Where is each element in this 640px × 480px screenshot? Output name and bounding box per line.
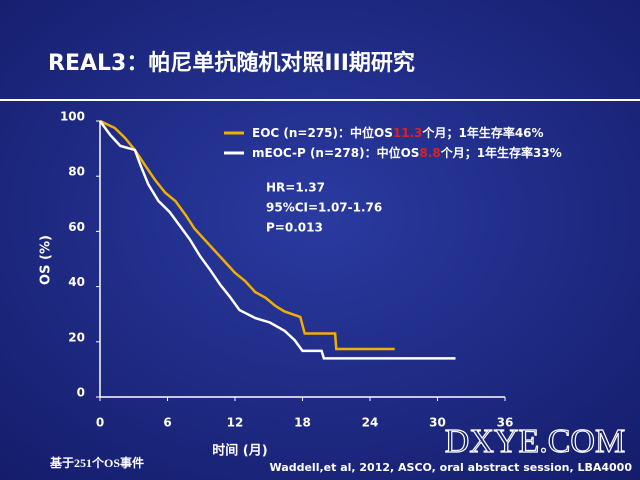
legend-name: mEOC-P (n=278) xyxy=(252,146,365,160)
legend-median: 11.3 xyxy=(393,126,423,140)
y-tick-label: 40 xyxy=(68,275,85,289)
y-tick-label: 80 xyxy=(68,165,85,179)
y-tick-label: 60 xyxy=(68,220,85,234)
x-tick-label: 18 xyxy=(294,416,311,430)
legend-entry: mEOC-P (n=278)：中位OS8.8个月；1年生存率33% xyxy=(252,145,562,160)
legend-legend-suffix: 个月；1年生存率33% xyxy=(440,145,562,160)
x-tick-label: 6 xyxy=(163,416,171,430)
x-tick-label: 36 xyxy=(497,416,514,430)
y-tick-label: 20 xyxy=(68,330,85,344)
legend-median: 8.8 xyxy=(419,146,440,160)
annotation: 95%CI=1.07-1.76 xyxy=(266,201,382,215)
survival-curve xyxy=(99,119,395,351)
x-tick-label: 0 xyxy=(96,416,104,430)
legend-legend-prefix: ：中位OS xyxy=(338,125,393,140)
legend-name: EOC (n=275) xyxy=(252,126,338,140)
x-axis-label: 时间 (月) xyxy=(212,443,267,459)
legend-legend-suffix: 个月；1年生存率46% xyxy=(421,125,543,140)
y-axis-label: OS (%) xyxy=(39,235,54,285)
x-tick-label: 12 xyxy=(227,416,244,430)
y-tick-label: 100 xyxy=(60,110,85,124)
x-tick-label: 30 xyxy=(429,416,446,430)
survival-curve xyxy=(98,120,456,360)
annotation: P=0.013 xyxy=(266,221,323,235)
chart-title: REAL3：帕尼单抗随机对照III期研究 xyxy=(48,50,415,76)
source: Waddell,et al, 2012, ASCO, oral abstract… xyxy=(270,461,633,474)
y-tick-label: 0 xyxy=(77,386,85,400)
x-tick-label: 24 xyxy=(362,416,379,430)
legend-legend-prefix: ：中位OS xyxy=(365,145,420,160)
legend-entry: EOC (n=275)：中位OS11.3个月；1年生存率46% xyxy=(252,125,544,140)
annotation: HR=1.37 xyxy=(266,181,325,195)
footnote: 基于251个OS事件 xyxy=(49,455,144,470)
watermark: DXYE.COM xyxy=(445,423,625,460)
